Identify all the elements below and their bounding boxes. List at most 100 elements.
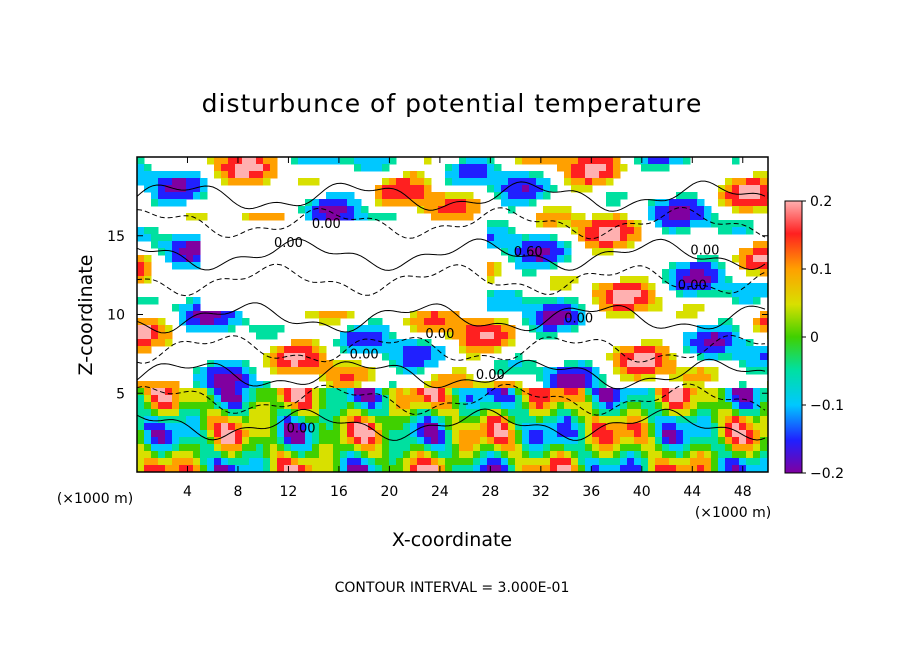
field-cell <box>340 395 348 403</box>
field-cell <box>480 325 488 333</box>
field-cell <box>494 388 502 396</box>
field-cell <box>508 339 516 347</box>
field-cell <box>543 332 551 340</box>
field-cell <box>151 227 159 235</box>
field-cell <box>760 395 768 403</box>
field-cell <box>683 395 691 403</box>
field-cell <box>760 290 768 298</box>
field-cell <box>235 374 243 382</box>
field-cell <box>333 423 341 431</box>
field-cell <box>326 318 334 326</box>
field-cell <box>557 248 565 256</box>
field-cell <box>494 269 502 277</box>
field-cell <box>480 318 488 326</box>
field-cell <box>536 395 544 403</box>
field-cell <box>361 388 369 396</box>
field-cell <box>396 178 404 186</box>
field-cell <box>697 381 705 389</box>
field-cell <box>284 416 292 424</box>
field-cell <box>298 388 306 396</box>
field-cell <box>312 199 320 207</box>
field-cell <box>368 395 376 403</box>
field-cell <box>228 325 236 333</box>
field-cell <box>389 199 397 207</box>
field-cell <box>319 311 327 319</box>
field-cell <box>137 444 145 452</box>
field-cell <box>375 444 383 452</box>
field-cell <box>319 416 327 424</box>
field-cell <box>585 241 593 249</box>
field-cell <box>242 367 250 375</box>
field-cell <box>634 416 642 424</box>
field-cell <box>319 199 327 207</box>
field-cell <box>459 339 467 347</box>
field-cell <box>704 332 712 340</box>
field-cell <box>235 444 243 452</box>
field-cell <box>431 388 439 396</box>
field-cell <box>578 444 586 452</box>
field-cell <box>214 164 222 172</box>
field-cell <box>669 395 677 403</box>
field-cell <box>340 430 348 438</box>
field-cell <box>585 430 593 438</box>
field-cell <box>438 325 446 333</box>
field-cell <box>438 451 446 459</box>
field-cell <box>732 332 740 340</box>
field-cell <box>564 213 572 221</box>
field-cell <box>648 437 656 445</box>
field-cell <box>704 353 712 361</box>
field-cell <box>305 437 313 445</box>
field-cell <box>627 409 635 417</box>
field-cell <box>494 178 502 186</box>
field-cell <box>333 416 341 424</box>
field-cell <box>494 304 502 312</box>
field-cell <box>711 276 719 284</box>
field-cell <box>403 318 411 326</box>
field-cell <box>494 423 502 431</box>
x-tick-label: 28 <box>481 484 499 500</box>
field-cell <box>578 164 586 172</box>
field-cell <box>662 164 670 172</box>
field-cell <box>270 325 278 333</box>
field-cell <box>501 444 509 452</box>
field-cell <box>585 458 593 466</box>
field-cell <box>543 304 551 312</box>
field-cell <box>697 402 705 410</box>
contour-label: 0.00 <box>678 278 707 293</box>
x-tick-label: 40 <box>633 484 651 500</box>
field-cell <box>613 458 621 466</box>
field-cell <box>564 311 572 319</box>
field-cell <box>634 444 642 452</box>
field-cell <box>578 458 586 466</box>
field-cell <box>263 213 271 221</box>
field-cell <box>375 409 383 417</box>
field-cell <box>508 402 516 410</box>
colorbar: 0.20.10−0.1−0.2 <box>784 194 844 482</box>
field-cell <box>746 269 754 277</box>
field-cell <box>368 388 376 396</box>
field-cell <box>599 388 607 396</box>
field-cell <box>403 402 411 410</box>
field-cell <box>606 465 614 472</box>
field-cell <box>270 388 278 396</box>
field-cell <box>326 199 334 207</box>
field-cell <box>578 402 586 410</box>
field-cell <box>172 248 180 256</box>
field-cell <box>704 395 712 403</box>
field-cell <box>340 388 348 396</box>
field-cell <box>445 318 453 326</box>
field-cell <box>704 451 712 459</box>
field-cell <box>221 409 229 417</box>
field-cell <box>711 465 719 472</box>
field-cell <box>655 206 663 214</box>
field-cell <box>298 437 306 445</box>
field-cell <box>214 423 222 431</box>
field-cell <box>291 437 299 445</box>
field-cell <box>382 339 390 347</box>
field-cell <box>746 185 754 193</box>
field-cell <box>543 402 551 410</box>
field-cell <box>557 325 565 333</box>
field-cell <box>368 437 376 445</box>
field-cell <box>543 248 551 256</box>
field-cell <box>340 311 348 319</box>
